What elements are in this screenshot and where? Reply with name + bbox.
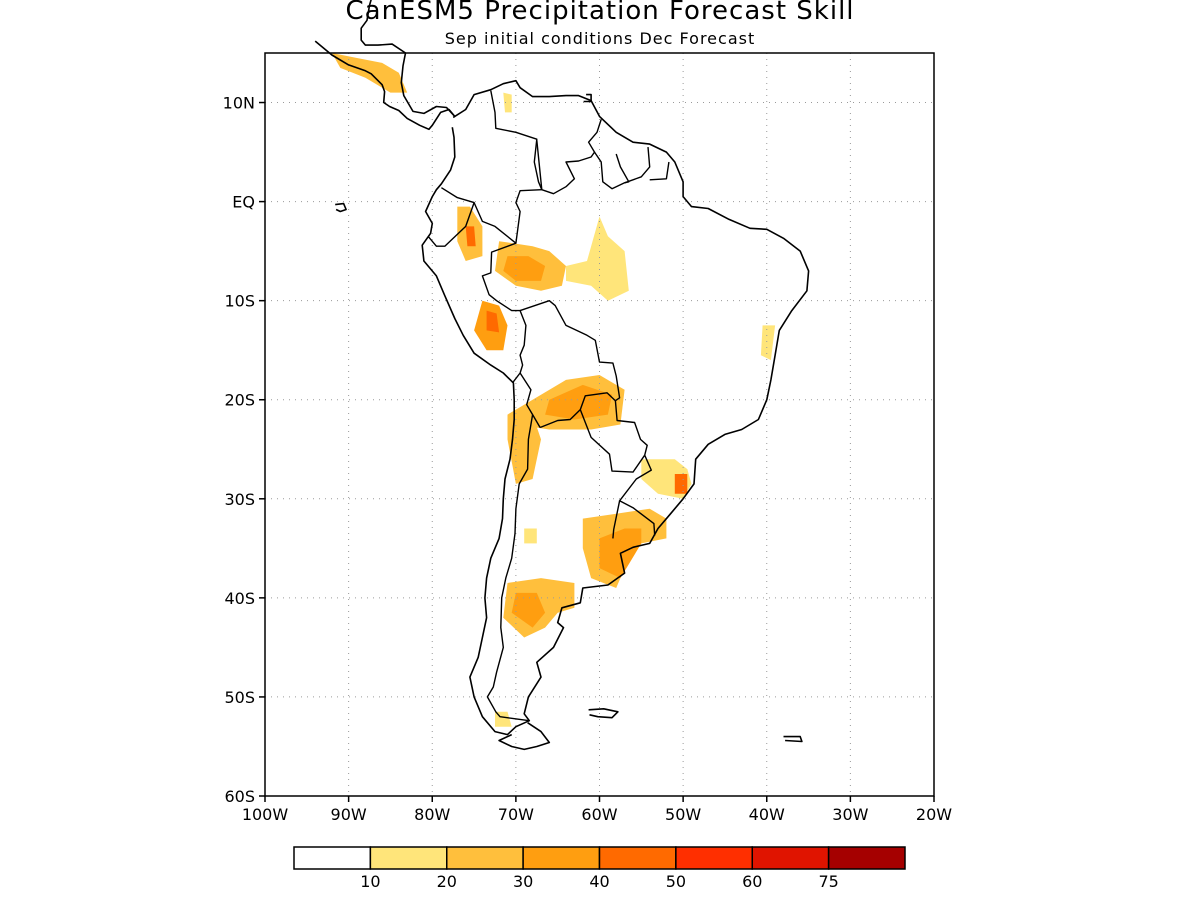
coastline-trinidad: [583, 93, 592, 103]
lat-tick-label: 10S: [224, 292, 255, 311]
skill-region-amazon-west-core: [503, 256, 546, 281]
colorbar-label: 10: [360, 872, 380, 891]
colorbar-label: 20: [437, 872, 457, 891]
country-border: [441, 187, 542, 244]
colorbar-label: 50: [666, 872, 686, 891]
colorbar-swatch: [827, 846, 906, 870]
lat-tick-label: 50S: [224, 688, 255, 707]
colorbar: 10 20 30 40 50 60 75: [293, 846, 906, 891]
coastline-central-america: [314, 0, 456, 131]
lat-tick-label: 10N: [223, 94, 255, 113]
skill-region-chile-argentina-north: [507, 414, 541, 484]
coastline-falklands: [588, 707, 619, 719]
lon-tick-label: 60W: [581, 805, 617, 824]
country-border: [612, 500, 621, 539]
skill-region-venezuela-coast: [503, 92, 512, 113]
country-borders-layer: [427, 90, 670, 722]
country-border: [614, 400, 648, 456]
lat-tick-label: 20S: [224, 391, 255, 410]
country-border: [649, 161, 670, 181]
coastline-layer: [314, 0, 810, 751]
country-border: [490, 90, 543, 190]
colorbar-swatch: [522, 846, 601, 870]
lat-tick-label: 30S: [224, 490, 255, 509]
lon-tick-label: 20W: [916, 805, 952, 824]
colorbar-swatch: [446, 846, 524, 870]
lon-tick-label: 70W: [498, 805, 534, 824]
colorbar-label: 30: [513, 872, 533, 891]
lat-tick-label: 60S: [224, 787, 255, 806]
skill-region-southeast-brazil-core: [674, 474, 688, 494]
country-border: [593, 151, 630, 190]
lon-tick-label: 100W: [242, 805, 289, 824]
coastline-galapagos: [335, 202, 347, 213]
lon-tick-label: 90W: [331, 805, 367, 824]
skill-region-patagonia-north-core: [511, 592, 546, 628]
lon-tick-label: 30W: [832, 805, 868, 824]
colorbar-swatch: [751, 846, 830, 870]
lon-tick-label: 50W: [665, 805, 701, 824]
colorbar-label: 75: [818, 872, 838, 891]
country-border: [481, 242, 527, 384]
skill-shading-layer: [331, 53, 776, 727]
lat-tick-label: 40S: [224, 589, 255, 608]
country-border: [519, 300, 621, 402]
lon-tick-label: 40W: [749, 805, 785, 824]
skill-region-argentina-central-small: [524, 528, 537, 544]
skill-region-amazon-central: [566, 216, 629, 301]
colorbar-label: 40: [589, 872, 609, 891]
coastline-tierra-del-fuego: [498, 722, 551, 751]
country-border: [624, 147, 651, 184]
map-subtitle: Sep initial conditions Dec Forecast: [444, 29, 756, 48]
map-title: CanESM5 Precipitation Forecast Skill: [345, 0, 855, 26]
lat-tick-label: EQ: [232, 193, 255, 212]
country-border: [536, 119, 602, 195]
skill-region-bolivia-paraguay-core: [545, 384, 612, 420]
colorbar-swatch: [598, 846, 677, 870]
coastline-south-georgia: [783, 735, 803, 743]
colorbar-label: 60: [742, 872, 762, 891]
lon-tick-label: 80W: [414, 805, 450, 824]
coastline-south-america: [421, 79, 810, 736]
country-border: [519, 372, 541, 428]
country-border: [427, 202, 475, 247]
skill-region-brazil-east: [760, 325, 776, 361]
country-border: [486, 414, 534, 722]
colorbar-swatch: [369, 846, 448, 870]
colorbar-swatch: [293, 846, 372, 870]
colorbar-swatch: [675, 846, 753, 870]
skill-region-peru-south-core: [486, 310, 500, 333]
country-border: [579, 409, 646, 473]
skill-region-ecuador-peru-core: [465, 226, 476, 247]
